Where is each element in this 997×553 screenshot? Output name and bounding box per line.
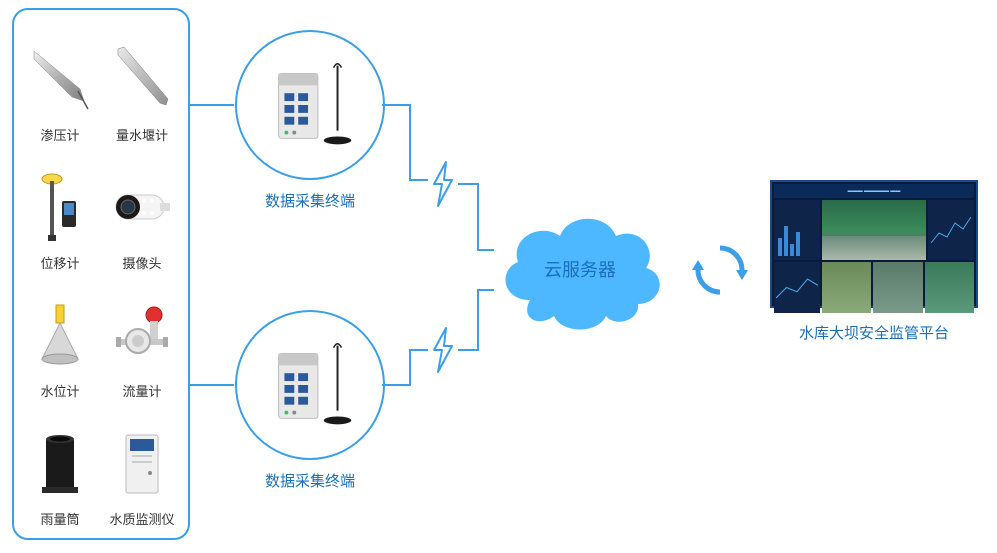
terminal-circle — [235, 30, 385, 180]
sensor-label: 水质监测仪 — [109, 509, 174, 528]
sensor-flow: 流量计 — [104, 276, 180, 400]
sensor-weir: 量水堰计 — [104, 20, 180, 144]
sensor-quality: 水质监测仪 — [104, 404, 180, 528]
lightning-icon — [428, 326, 458, 374]
terminal-label: 数据采集终端 — [265, 470, 355, 491]
data-terminal-top: 数据采集终端 — [230, 30, 390, 211]
platform-label: 水库大坝安全监管平台 — [799, 322, 949, 343]
sensor-displacement: 位移计 — [22, 148, 98, 272]
sensor-label: 量水堰计 — [116, 125, 168, 144]
sensor-waterlevel: 水位计 — [22, 276, 98, 400]
connector-line — [380, 0, 440, 553]
weir-sensor-icon — [110, 41, 174, 119]
sensor-label: 水位计 — [40, 381, 79, 400]
cloud-server: 云服务器 — [490, 200, 670, 340]
flow-sensor-icon — [110, 297, 174, 375]
sensor-label: 流量计 — [122, 381, 161, 400]
water-quality-icon — [110, 425, 174, 503]
sensor-label: 渗压计 — [40, 125, 79, 144]
sensor-label: 雨量筒 — [40, 509, 79, 528]
rain-gauge-icon — [28, 425, 92, 503]
sync-icon — [690, 240, 750, 300]
dashboard-screen-icon: ▬▬▬ ▬▬▬▬▬ ▬▬ — [770, 180, 978, 308]
displacement-sensor-icon — [28, 169, 92, 247]
sensor-camera: 摄像头 — [104, 148, 180, 272]
terminal-circle — [235, 310, 385, 460]
gateway-device-icon — [251, 326, 369, 444]
monitoring-platform: ▬▬▬ ▬▬▬▬▬ ▬▬ 水库大坝安全监管平台 — [768, 180, 980, 343]
camera-icon — [110, 169, 174, 247]
sensor-label: 位移计 — [40, 253, 79, 272]
sensor-pressure: 渗压计 — [22, 20, 98, 144]
sensor-label: 摄像头 — [122, 253, 161, 272]
sensor-panel: 渗压计 量水堰计 位移计 — [12, 8, 190, 540]
waterlevel-sensor-icon — [28, 297, 92, 375]
lightning-icon — [428, 160, 458, 208]
pressure-sensor-icon — [28, 41, 92, 119]
cloud-label: 云服务器 — [490, 256, 670, 282]
data-terminal-bottom: 数据采集终端 — [230, 310, 390, 491]
terminal-label: 数据采集终端 — [265, 190, 355, 211]
sensor-rain: 雨量筒 — [22, 404, 98, 528]
gateway-device-icon — [251, 46, 369, 164]
